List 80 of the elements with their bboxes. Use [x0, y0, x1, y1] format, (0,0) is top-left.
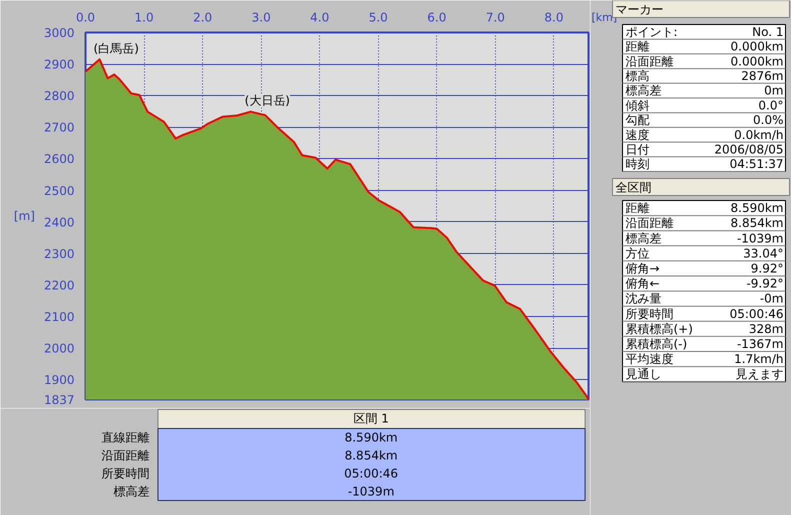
x-tick-label: 8.0	[544, 10, 564, 24]
text: 累積標高(-)	[626, 336, 688, 351]
text: 2006/08/05	[714, 142, 784, 156]
text: 05:00:46	[344, 466, 398, 480]
text: 俯角←	[626, 276, 660, 291]
x-tick-label: 4.0	[310, 10, 330, 24]
text: 傾斜	[626, 98, 650, 112]
y-tick-label: 1900	[44, 373, 75, 388]
text: 区間 1	[353, 412, 389, 426]
text: 8.854km	[344, 448, 398, 462]
text: 沈み量	[626, 292, 662, 306]
text: 全区間	[616, 180, 652, 194]
text: 0.0%	[753, 113, 784, 128]
text: -9.92°	[746, 276, 784, 291]
y-tick-label: 2700	[44, 120, 75, 135]
text: 0.000km	[730, 54, 784, 68]
text: 距離	[626, 201, 650, 216]
text: 2876m	[741, 68, 784, 83]
text: 8.854km	[730, 216, 784, 230]
text: 時刻	[626, 157, 650, 172]
y-tick-label: 2600	[44, 152, 75, 166]
text: 累積標高(+)	[626, 322, 693, 336]
x-tick-label: 3.0	[252, 10, 271, 24]
y-tick-label: 2300	[44, 246, 75, 261]
text: 0.0°	[758, 98, 784, 112]
text: 日付	[626, 142, 650, 156]
text: 標高差	[626, 231, 662, 246]
y-tick-label: 2800	[44, 89, 75, 104]
text: ポイント:	[626, 24, 678, 39]
y-axis-title: [m]	[14, 209, 35, 223]
text: 9.92°	[750, 261, 784, 276]
text: 8.590km	[730, 201, 784, 216]
text: 328m	[748, 322, 784, 336]
text: -1367m	[736, 336, 784, 351]
text: 0m	[764, 84, 784, 98]
text: 平均速度	[626, 352, 674, 366]
text: 標高差	[113, 484, 150, 498]
text: 勾配	[626, 113, 650, 128]
text: 直線距離	[101, 430, 150, 444]
text: 俯角→	[626, 261, 660, 276]
x-tick-label: 1.0	[134, 10, 154, 24]
y-tick-label: 2400	[44, 215, 75, 230]
annotation: (大日岳)	[244, 94, 290, 108]
y-tick-label: 3000	[44, 26, 75, 40]
text: 標高差	[626, 84, 662, 98]
text: 見通し	[626, 367, 662, 382]
text: 0.0km/h	[734, 128, 784, 142]
x-tick-label: 2.0	[193, 10, 212, 24]
text: -1039m	[348, 484, 394, 498]
y-tick-label: 2200	[44, 278, 75, 292]
x-tick-label: 0.0	[76, 10, 96, 24]
text: -1039m	[736, 231, 784, 246]
text: 沿面距離	[626, 216, 674, 230]
text: 05:00:46	[730, 306, 784, 321]
text: マーカー	[616, 2, 664, 16]
y-tick-label: 1837	[44, 393, 75, 407]
text: 33.04°	[743, 246, 784, 260]
y-tick-label: 2500	[44, 184, 75, 198]
annotation: (白馬岳)	[94, 41, 139, 56]
text: No. 1	[752, 24, 784, 39]
y-tick-label: 2900	[44, 58, 75, 72]
text: 1.7km/h	[734, 352, 784, 366]
y-tick-label: 2000	[44, 342, 75, 356]
text: 8.590km	[344, 430, 398, 444]
text: 沿面距離	[626, 54, 674, 68]
x-tick-label: 7.0	[486, 10, 505, 24]
text: 標高	[626, 68, 650, 83]
text: 所要時間	[101, 466, 150, 480]
text: 0.000km	[730, 40, 784, 54]
x-tick-label: 6.0	[427, 10, 446, 24]
x-tick-label: 5.0	[368, 10, 388, 24]
text: -0m	[760, 292, 784, 306]
text: 距離	[626, 40, 650, 54]
y-tick-label: 2100	[44, 310, 75, 324]
text: 方位	[626, 246, 650, 260]
text: 見えます	[736, 367, 784, 382]
text: 速度	[626, 128, 650, 142]
text: 沿面距離	[101, 448, 150, 462]
text: 04:51:37	[730, 157, 784, 172]
text: 所要時間	[626, 306, 674, 321]
